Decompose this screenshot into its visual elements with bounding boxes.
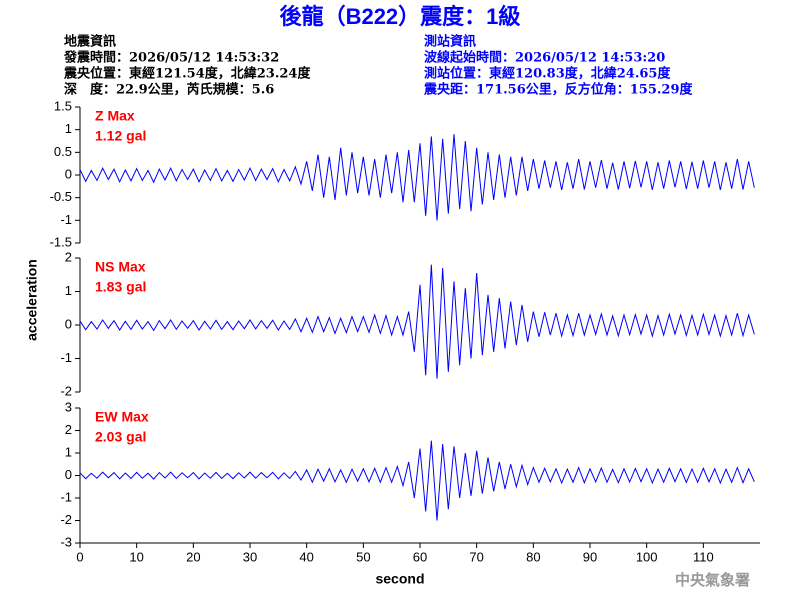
- y-tick-label: -2: [60, 512, 72, 527]
- y-tick-label: 0.5: [54, 144, 72, 159]
- annotation: EW Max: [95, 409, 149, 425]
- event-info: 地震資訊: [64, 34, 116, 50]
- x-tick-label: 100: [636, 549, 658, 564]
- y-axis-label: acceleration: [24, 259, 40, 341]
- y-tick-label: 1: [65, 283, 72, 298]
- x-tick-label: 90: [583, 549, 597, 564]
- waveform: [79, 134, 755, 221]
- station-info: 測站位置：東經120.83度，北緯24.65度: [424, 66, 671, 82]
- x-tick-label: 80: [526, 549, 540, 564]
- x-tick-label: 20: [186, 549, 200, 564]
- y-tick-label: 2: [65, 422, 72, 437]
- y-tick-label: -0.5: [50, 189, 72, 204]
- y-tick-label: 3: [65, 399, 72, 414]
- y-tick-label: -1.5: [50, 234, 72, 249]
- annotation: Z Max: [95, 108, 135, 124]
- x-tick-label: 0: [76, 549, 83, 564]
- annotation: 1.12 gal: [95, 128, 146, 144]
- x-tick-label: 10: [129, 549, 143, 564]
- waveform: [79, 440, 755, 521]
- station-info: 波線起始時間：2026/05/12 14:53:20: [424, 50, 665, 66]
- annotation: 2.03 gal: [95, 429, 146, 445]
- y-tick-label: -1: [60, 489, 72, 504]
- footer: 中央氣象署: [675, 571, 750, 589]
- y-tick-label: 1: [65, 444, 72, 459]
- annotation: NS Max: [95, 259, 146, 275]
- y-tick-label: 0: [65, 467, 72, 482]
- y-tick-label: -1: [60, 212, 72, 227]
- event-info: 震央位置：東經121.54度，北緯23.24度: [63, 66, 311, 82]
- x-tick-label: 60: [413, 549, 427, 564]
- y-tick-label: -1: [60, 350, 72, 365]
- x-tick-label: 70: [469, 549, 483, 564]
- annotation: 1.83 gal: [95, 279, 146, 295]
- station-info: 震央距：171.56公里，反方位角：155.29度: [423, 82, 694, 98]
- x-tick-label: 30: [243, 549, 257, 564]
- x-axis-label: second: [375, 571, 424, 587]
- y-tick-label: 1.5: [54, 98, 72, 113]
- x-tick-label: 50: [356, 549, 370, 564]
- chart-title: 後龍（B222）震度：1級: [280, 4, 521, 29]
- y-tick-label: -3: [60, 534, 72, 549]
- x-tick-label: 110: [693, 549, 714, 564]
- y-tick-label: 0: [65, 166, 72, 181]
- y-tick-label: 2: [65, 249, 72, 264]
- x-tick-label: 40: [299, 549, 313, 564]
- event-info: 深 度：22.9公里，芮氏規模：5.6: [64, 82, 274, 98]
- waveform: [79, 264, 755, 379]
- station-info: 測站資訊: [424, 34, 476, 50]
- y-tick-label: 1: [65, 121, 72, 136]
- event-info: 發震時間：2026/05/12 14:53:32: [63, 50, 279, 66]
- y-tick-label: -2: [60, 383, 72, 398]
- y-tick-label: 0: [65, 316, 72, 331]
